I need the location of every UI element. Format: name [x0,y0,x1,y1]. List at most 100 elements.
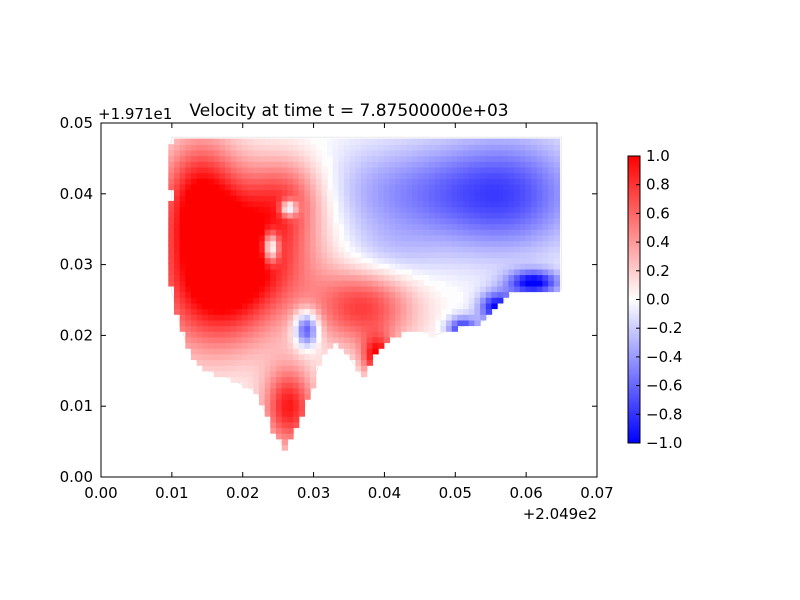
heatmap-cell [366,285,373,293]
heatmap-cell [366,314,373,321]
heatmap-cell [474,178,481,185]
heatmap-cell [366,348,373,355]
heatmap-cell [219,370,226,378]
heatmap-cell [259,285,266,293]
y-axis: 0.000.010.020.030.040.05 [60,114,597,486]
heatmap-cell [440,234,447,242]
heatmap-cell [474,257,481,264]
heatmap-cell [321,251,328,259]
heatmap-cell [219,234,226,242]
heatmap-cell [485,217,493,225]
heatmap-cell [366,342,373,349]
heatmap-cell [474,155,481,162]
heatmap-cell [344,257,351,264]
heatmap-cell [259,229,266,236]
heatmap-cell [242,257,249,264]
heatmap-cell [321,331,328,338]
heatmap-cell [531,155,538,162]
heatmap-cell [321,206,328,213]
heatmap-cell [361,217,368,225]
heatmap-cell [378,336,385,344]
heatmap-cell [389,212,396,219]
heatmap-cell [247,359,254,366]
heatmap-cell [191,257,198,264]
heatmap-cell [253,144,260,151]
heatmap-cell [310,155,317,162]
heatmap-cell [321,166,328,174]
heatmap-cell [179,161,186,168]
heatmap-cell [355,285,362,293]
heatmap-cell [446,195,453,202]
heatmap-cell [332,257,339,264]
heatmap-cell [434,161,441,168]
heatmap-cell [264,370,271,378]
x-tick-label: 0.03 [297,484,330,502]
heatmap-cell [451,229,458,236]
heatmap-cell [468,246,475,253]
heatmap-cell [361,359,368,366]
heatmap-cell [208,229,215,236]
heatmap-cell [468,161,475,168]
heatmap-cell [259,212,266,219]
heatmap-cell [440,257,447,264]
heatmap-cell [202,342,209,349]
heatmap-cell [485,172,493,179]
heatmap-cell [344,178,351,185]
heatmap-cell [389,319,396,327]
heatmap-cell [202,302,209,310]
heatmap-cell [281,438,288,446]
heatmap-cell [270,387,277,395]
heatmap-cell [332,166,339,174]
heatmap-cell [281,155,288,162]
heatmap-cell [383,178,390,185]
heatmap-cell [344,280,351,287]
heatmap-cell [310,166,317,174]
heatmap-cell [191,217,198,225]
heatmap-cell [225,229,232,236]
heatmap-cell [417,257,424,264]
heatmap-cell [208,178,215,185]
heatmap-cell [315,172,322,179]
heatmap-cell [185,331,192,338]
heatmap-cell [536,263,544,270]
heatmap-cell [213,200,220,208]
heatmap-cell [298,178,305,185]
heatmap-cell [191,206,198,213]
heatmap-cell [174,172,181,179]
heatmap-cell [270,319,277,327]
heatmap-cell [293,195,300,202]
heatmap-cell [287,433,294,440]
heatmap-cell [191,161,198,168]
heatmap-cell [287,229,294,236]
heatmap-cell [372,336,379,344]
heatmap-cell [287,251,294,259]
heatmap-cell [548,200,555,208]
heatmap-cell [191,212,198,219]
heatmap-cell [366,331,373,338]
heatmap-cell [174,291,181,298]
heatmap-cell [293,387,300,395]
heatmap-cell [202,240,209,247]
heatmap-cell [213,234,220,242]
heatmap-cell [327,206,334,213]
heatmap-cell [383,319,390,327]
heatmap-cell [276,166,283,174]
heatmap-cell [247,251,254,259]
heatmap-cell [497,183,504,191]
heatmap-cell [485,234,493,242]
heatmap-cell [276,416,283,423]
heatmap-cell [508,268,515,276]
heatmap-cell [230,359,237,366]
heatmap-cell [168,200,175,208]
heatmap-cell [310,376,317,383]
heatmap-cell [417,302,424,310]
heatmap-cell [287,200,294,208]
heatmap-cell [304,166,311,174]
colorbar-tick-label: 1.0 [646,147,670,165]
heatmap-cell [219,149,226,157]
heatmap-cell [344,285,351,293]
heatmap-cell [383,331,390,338]
heatmap-cell [338,342,345,349]
heatmap-cell [298,229,305,236]
